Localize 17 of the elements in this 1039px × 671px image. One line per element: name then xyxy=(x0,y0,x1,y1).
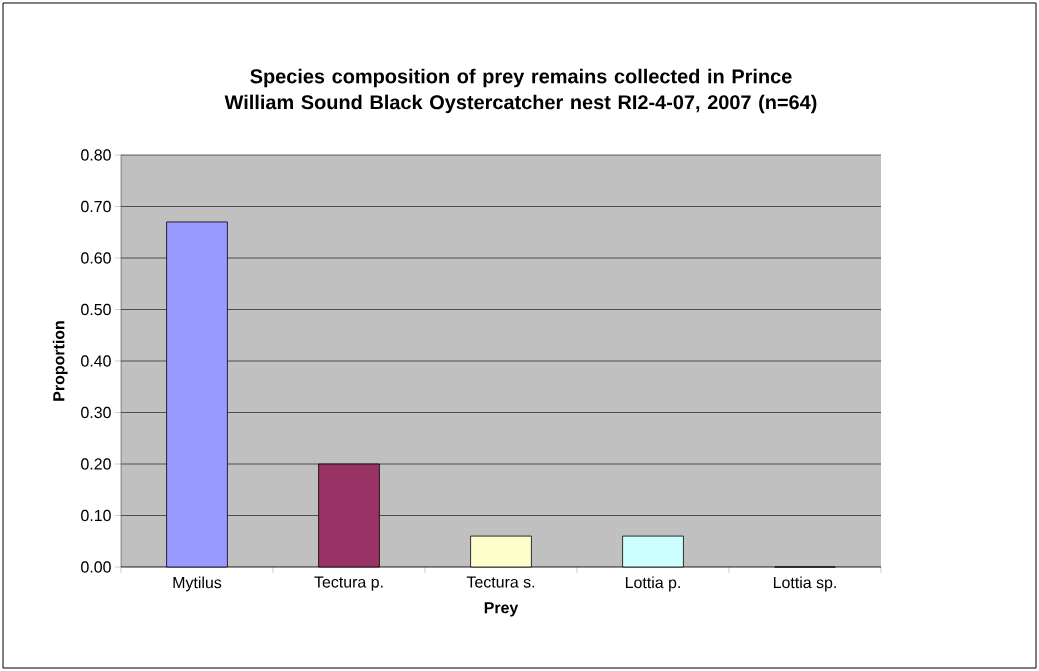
x-tick-label: Tectura s. xyxy=(466,576,535,588)
x-tick-label: Tectura p. xyxy=(314,576,383,591)
y-tick-label: 0.10 xyxy=(81,509,111,522)
y-tick-label: 0.70 xyxy=(81,200,111,213)
y-axis-title: Proportion xyxy=(52,321,68,401)
y-tick-label: 0.40 xyxy=(81,355,111,367)
chart-title: Species composition of prey remains collected in Prince William Sound Black Oystercatcher nest RI2-4-07, 2007 (n=64) xyxy=(224,68,817,114)
y-tick-label: 0.50 xyxy=(81,303,111,316)
y-tick-label: 0.00 xyxy=(81,561,111,573)
y-tick-label: 0.60 xyxy=(81,252,111,264)
y-tick-label: 0.80 xyxy=(81,149,111,161)
x-axis-title: Prey xyxy=(484,602,519,617)
y-tick-label: 0.30 xyxy=(81,406,111,419)
x-tick-label: Lottia sp. xyxy=(773,576,836,592)
x-tick-label: Mytilus xyxy=(173,576,222,592)
x-tick-label: Lottia p. xyxy=(625,576,680,592)
y-tick-label: 0.20 xyxy=(81,458,111,470)
